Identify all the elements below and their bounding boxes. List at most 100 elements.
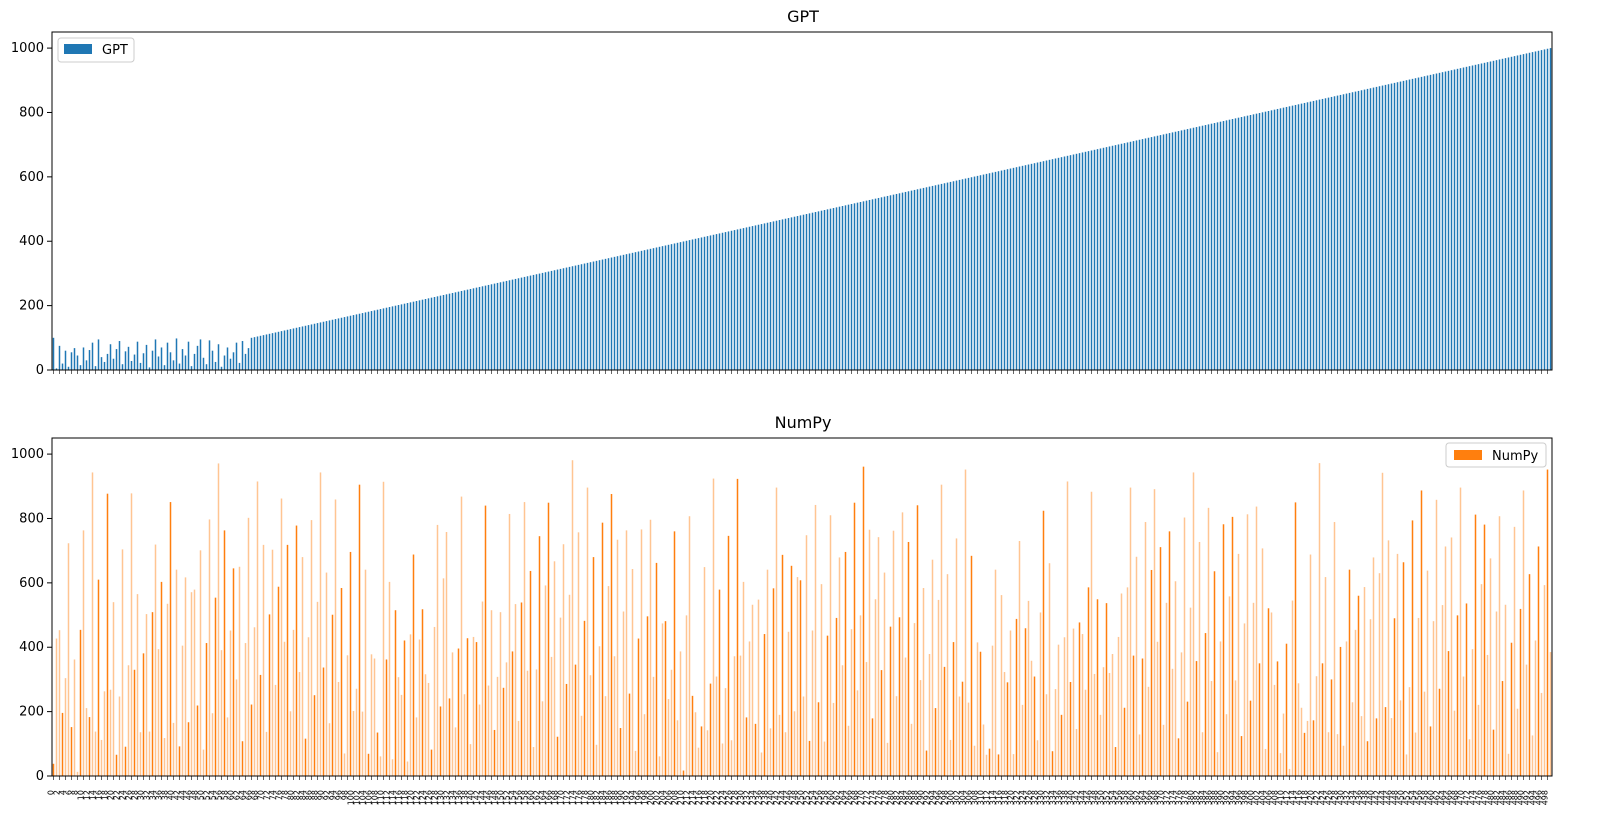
- xtick-label: 134: [449, 790, 458, 805]
- bar-gpt-296: [940, 183, 943, 370]
- xtick-label: 20: [107, 790, 116, 800]
- xtick-label: 288: [911, 790, 920, 805]
- bar-gpt-307: [973, 176, 976, 370]
- bar-gpt-122: [418, 300, 421, 370]
- xtick-label: 324: [1019, 790, 1028, 805]
- bar-numpy-103: [361, 711, 364, 776]
- bar-numpy-444: [1384, 707, 1387, 776]
- bar-gpt-250: [802, 214, 805, 370]
- bar-numpy-423: [1321, 663, 1324, 776]
- bar-numpy-219: [709, 683, 712, 776]
- bar-gpt-343: [1081, 152, 1084, 370]
- bar-gpt-246: [790, 217, 793, 370]
- bar-numpy-241: [775, 487, 778, 776]
- xtick-label: 302: [953, 790, 962, 805]
- bar-gpt-410: [1282, 107, 1285, 370]
- bar-gpt-342: [1078, 153, 1081, 370]
- bar-numpy-475: [1477, 704, 1480, 776]
- bar-numpy-68: [256, 481, 259, 776]
- bar-numpy-222: [718, 589, 721, 776]
- bar-numpy-142: [478, 704, 481, 776]
- xtick-label: 208: [671, 790, 680, 805]
- bar-gpt-265: [847, 204, 850, 370]
- bar-gpt-213: [691, 239, 694, 370]
- xtick-label: 36: [155, 790, 164, 800]
- bar-numpy-457: [1423, 691, 1426, 776]
- bar-gpt-309: [979, 175, 982, 370]
- bar-gpt-377: [1183, 129, 1186, 370]
- bar-gpt-147: [493, 283, 496, 370]
- bar-numpy-439: [1369, 619, 1372, 776]
- bar-gpt-9: [79, 365, 82, 370]
- bar-numpy-186: [610, 494, 613, 776]
- bar-gpt-478: [1486, 62, 1489, 371]
- bar-numpy-419: [1309, 554, 1312, 776]
- legend-numpy: NumPy: [1445, 442, 1547, 468]
- bar-numpy-173: [571, 460, 574, 776]
- bar-gpt-312: [988, 173, 991, 370]
- bar-gpt-97: [343, 317, 346, 370]
- bar-gpt-49: [199, 339, 202, 370]
- ytick-label: 800: [19, 105, 44, 120]
- ytick-label: 0: [36, 363, 44, 378]
- bar-gpt-426: [1330, 96, 1333, 370]
- xtick-label: 458: [1421, 790, 1430, 805]
- bar-numpy-377: [1183, 517, 1186, 776]
- bar-gpt-54: [214, 361, 217, 370]
- bar-gpt-98: [346, 316, 349, 370]
- bar-gpt-203: [661, 246, 664, 370]
- xtick-label: 80: [287, 790, 296, 800]
- xtick-label: 386: [1205, 790, 1214, 805]
- bar-gpt-272: [868, 199, 871, 370]
- bar-gpt-398: [1246, 115, 1249, 370]
- bar-numpy-426: [1330, 679, 1333, 776]
- xtick-label: 2: [53, 790, 62, 795]
- xtick-label: 6: [65, 790, 74, 795]
- xtick-label: 90: [317, 790, 326, 800]
- xticks-numpy: 0246810121416182022242628303234363840424…: [47, 776, 1550, 805]
- bar-gpt-322: [1018, 166, 1021, 370]
- bar-numpy-292: [928, 654, 931, 776]
- bar-numpy-38: [166, 603, 169, 776]
- bar-numpy-104: [364, 569, 367, 776]
- bar-gpt-313: [991, 172, 994, 370]
- bar-gpt-177: [583, 263, 586, 370]
- bar-gpt-392: [1228, 119, 1231, 370]
- bar-gpt-10: [82, 347, 85, 370]
- bar-gpt-232: [748, 226, 751, 370]
- xtick-label: 78: [281, 790, 290, 800]
- bar-numpy-459: [1429, 726, 1432, 776]
- bar-numpy-44: [184, 577, 187, 776]
- bar-numpy-395: [1237, 553, 1240, 776]
- xtick-label: 30: [137, 790, 146, 800]
- bar-numpy-460: [1432, 621, 1435, 776]
- bar-numpy-286: [910, 723, 913, 776]
- bar-numpy-152: [508, 513, 511, 776]
- bar-numpy-282: [898, 617, 901, 776]
- bar-gpt-188: [616, 256, 619, 370]
- bar-gpt-3: [61, 363, 64, 370]
- bar-gpt-64: [244, 353, 247, 370]
- bar-numpy-87: [313, 695, 316, 776]
- bar-gpt-335: [1057, 157, 1060, 370]
- bar-numpy-132: [448, 698, 451, 776]
- bar-numpy-380: [1192, 472, 1195, 776]
- xtick-label: 366: [1145, 790, 1154, 805]
- bar-gpt-248: [796, 216, 799, 370]
- bar-numpy-184: [604, 696, 607, 776]
- axes-frame-gpt: [51, 31, 1553, 371]
- bar-gpt-350: [1102, 147, 1105, 370]
- bar-gpt-243: [781, 219, 784, 370]
- bar-numpy-368: [1156, 641, 1159, 776]
- bar-numpy-117: [403, 640, 406, 776]
- bar-gpt-160: [532, 274, 535, 370]
- xtick-label: 32: [143, 790, 152, 800]
- bar-gpt-285: [907, 191, 910, 370]
- bar-numpy-149: [499, 612, 502, 776]
- axes-frame-numpy: [51, 437, 1553, 777]
- bar-gpt-4: [64, 350, 67, 370]
- bar-gpt-252: [808, 213, 811, 370]
- bar-numpy-381: [1195, 661, 1198, 776]
- bar-numpy-29: [139, 732, 142, 776]
